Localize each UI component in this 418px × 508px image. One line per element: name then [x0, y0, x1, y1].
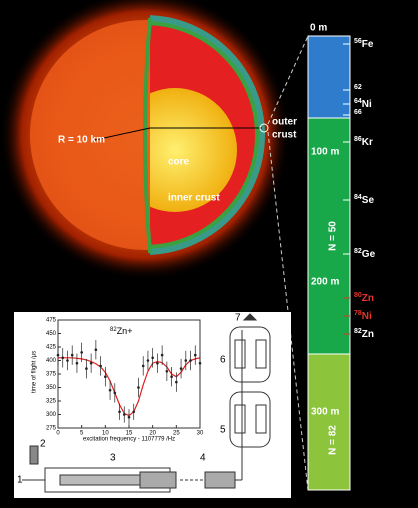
data-point: [180, 367, 183, 370]
data-point: [199, 362, 202, 365]
data-point: [128, 416, 131, 419]
y-tick-label: 475: [46, 318, 57, 324]
data-point: [156, 362, 159, 365]
x-tick-label: 10: [102, 431, 109, 437]
data-point: [142, 365, 145, 368]
data-point: [66, 359, 69, 362]
depth-label: 200 m: [311, 277, 339, 288]
nuclide-mass: 62: [354, 84, 362, 91]
data-point: [90, 362, 93, 365]
apparatus-label: 5: [220, 425, 226, 436]
data-point: [166, 370, 169, 373]
data-point: [132, 411, 135, 414]
nuclide-mass: 82: [354, 328, 362, 335]
apparatus-label: 7: [235, 313, 241, 324]
apparatus-label: 6: [220, 355, 226, 366]
y-tick-label: 275: [46, 426, 57, 432]
nuclide-element: Se: [362, 195, 375, 206]
data-point: [57, 354, 60, 357]
x-tick-label: 20: [149, 431, 156, 437]
data-point: [99, 365, 102, 368]
nuclide-mass: 64: [354, 98, 362, 105]
y-tick-label: 300: [46, 412, 57, 418]
y-tick-label: 350: [46, 385, 57, 391]
data-point: [185, 359, 188, 362]
figure: R = 10 km core inner crust outer crust 0…: [0, 0, 418, 508]
data-point: [137, 386, 140, 389]
apparatus-label: 4: [200, 453, 206, 464]
y-tick-label: 450: [46, 331, 57, 337]
nuclide-label: 62: [354, 84, 362, 91]
nuclide-element: Ge: [362, 249, 376, 260]
data-point: [61, 357, 64, 360]
nuclide-element: Fe: [362, 39, 374, 50]
data-point: [175, 381, 178, 384]
nuclide-mass: 82: [354, 248, 362, 255]
data-point: [189, 359, 192, 362]
y-tick-label: 425: [46, 345, 57, 351]
nuclide-mass: 84: [354, 194, 362, 201]
inset-panel: [14, 312, 291, 498]
title-symbol: Zn+: [117, 326, 133, 336]
depth-label: 100 m: [311, 147, 339, 158]
layer-n82: [308, 354, 350, 490]
data-point: [85, 367, 88, 370]
data-point: [95, 348, 98, 351]
nuclide-mass: 80: [354, 292, 362, 299]
outer-crust-label: outer: [272, 117, 297, 128]
layer-iron: [308, 36, 350, 118]
apparatus-label: 2: [40, 439, 46, 450]
nuclide-mass: 78: [354, 310, 362, 317]
core-label: core: [168, 157, 190, 168]
shell-label: N = 50: [328, 221, 339, 251]
data-point: [194, 354, 197, 357]
apparatus-label: 1: [17, 475, 23, 486]
nuclide-label: 66: [354, 109, 362, 116]
data-point: [147, 359, 150, 362]
data-point: [170, 375, 173, 378]
data-point: [104, 375, 107, 378]
nuclide-mass: 56: [354, 38, 362, 45]
radius-label: R = 10 km: [58, 135, 105, 146]
nuclide-element: Kr: [362, 137, 373, 148]
y-tick-label: 375: [46, 372, 57, 378]
data-point: [76, 362, 79, 365]
inner-crust-label: inner crust: [168, 193, 220, 204]
nuclide-element: Zn: [362, 329, 374, 340]
data-point: [114, 392, 117, 395]
data-point: [161, 354, 164, 357]
y-axis-label: time of flight /µs: [32, 351, 38, 393]
nuclide-element: Ni: [362, 311, 372, 322]
depth-label: 300 m: [311, 407, 339, 418]
outer-crust-label: crust: [272, 130, 297, 141]
x-tick-label: 15: [126, 431, 133, 437]
nuclide-mass: 86: [354, 136, 362, 143]
y-tick-label: 400: [46, 358, 57, 364]
data-point: [118, 411, 121, 414]
x-tick-label: 25: [173, 431, 180, 437]
data-point: [71, 354, 74, 357]
x-axis-label: excitation frequency - 1107779 /Hz: [83, 437, 175, 443]
y-tick-label: 325: [46, 399, 57, 405]
nuclide-mass: 66: [354, 109, 362, 116]
data-point: [109, 389, 112, 392]
nuclide-element: Zn: [362, 293, 374, 304]
data-point: [151, 357, 154, 360]
data-point: [123, 413, 126, 416]
depth-label: 0 m: [310, 23, 327, 34]
x-tick-label: 30: [197, 431, 204, 437]
apparatus-label: 3: [110, 453, 116, 464]
data-point: [80, 351, 83, 354]
nuclide-element: Ni: [362, 99, 372, 110]
shell-label: N = 82: [328, 425, 339, 455]
